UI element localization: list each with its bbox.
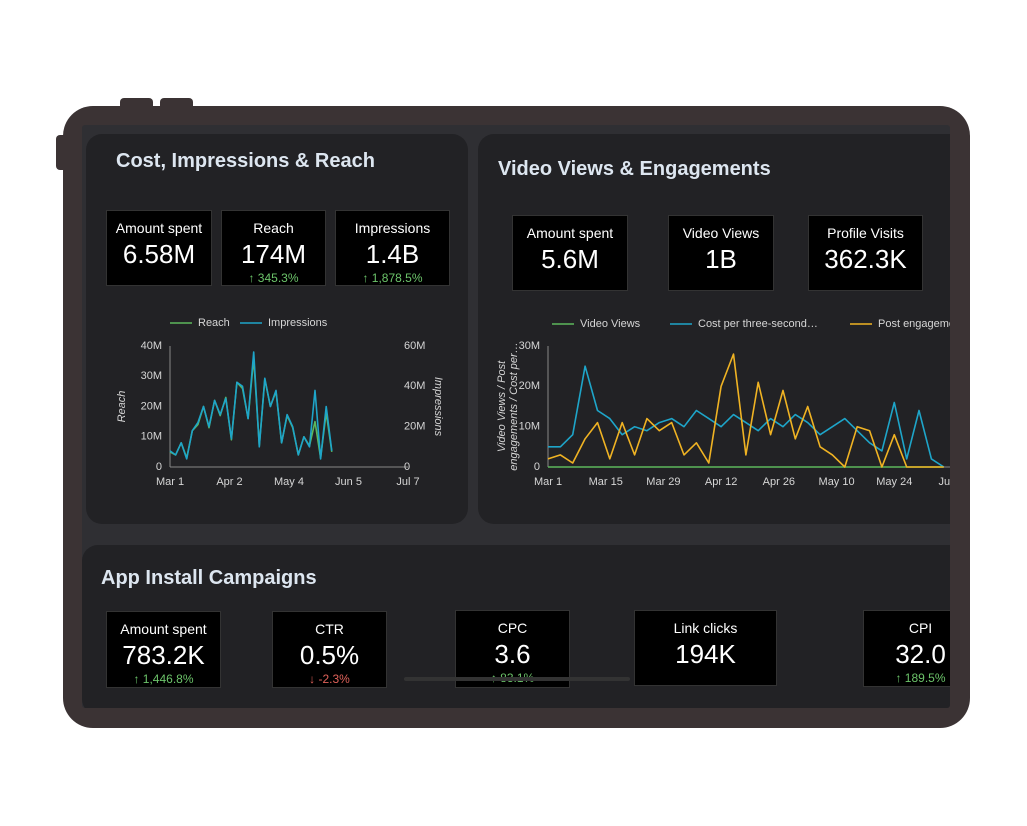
kpi-label: Link clicks — [673, 620, 738, 636]
kpi-value: 0.5% — [299, 640, 360, 670]
kpi-delta: ↓ -2.3% — [309, 672, 350, 686]
legend-label: Impressions — [268, 317, 328, 329]
legend-label: Post engagements — [878, 318, 970, 330]
y-tick-label: 30M — [141, 370, 162, 382]
y-axis-label: engagements / Cost per… — [508, 342, 520, 470]
kpi-value: 783.2K — [122, 640, 205, 670]
legend-label: Cost per three-second… — [698, 318, 818, 330]
panel-title: Cost, Impressions & Reach — [116, 150, 375, 172]
x-tick-label: Apr 26 — [763, 476, 795, 488]
kpi-label: Profile Visits — [827, 225, 904, 241]
kpi-value: 194K — [675, 639, 736, 669]
y-tick-label: 20M — [141, 400, 162, 412]
y-tick-label: 10M — [519, 421, 540, 433]
x-tick-label: May 4 — [274, 476, 304, 488]
series-line — [548, 365, 945, 468]
x-tick-label: Jun 5 — [335, 476, 362, 488]
kpi-label: Amount spent — [526, 225, 614, 241]
x-tick-label: May 10 — [819, 476, 855, 488]
y2-axis-label: Impressions — [432, 377, 444, 437]
x-tick-label: Mar 1 — [534, 476, 562, 488]
kpi-card: Reach 174M ↑ 345.3% — [221, 210, 326, 286]
kpi-label: Impressions — [354, 220, 431, 236]
kpi-card: Link clicks 194K — [634, 610, 777, 686]
y2-tick-label: 60M — [404, 340, 425, 352]
y-tick-label: 10M — [141, 431, 162, 443]
y-axis-label: Reach — [116, 391, 128, 423]
legend-label: Video Views — [580, 318, 641, 330]
kpi-delta: ↑ 345.3% — [248, 271, 299, 285]
home-indicator — [404, 677, 630, 681]
kpi-value: 174M — [240, 239, 307, 269]
kpi-card: Video Views 1B — [668, 215, 774, 291]
y-tick-label: 40M — [141, 340, 162, 352]
kpi-value: 362.3K — [824, 244, 907, 274]
kpi-label: Reach — [253, 220, 294, 236]
y-axis-label: Video Views / Post — [496, 360, 508, 452]
kpi-card: Amount spent 783.2K ↑ 1,446.8% — [106, 611, 221, 688]
kpi-delta: ↑ 1,446.8% — [133, 672, 194, 686]
kpi-card: CTR 0.5% ↓ -2.3% — [272, 611, 387, 688]
x-tick-label: Mar 29 — [646, 476, 680, 488]
kpi-label: CPC — [497, 620, 528, 636]
kpi-value: 5.6M — [541, 244, 599, 274]
kpi-delta: ↑ 1,878.5% — [362, 271, 423, 285]
kpi-label: CPI — [908, 620, 933, 636]
kpi-label: Video Views — [682, 225, 760, 241]
x-tick-label: Apr 2 — [216, 476, 242, 488]
chart: 0 10M 20M 30M 40M 0 20M 40M 60M Mar 1 Apr 2 May 4 Ju… — [116, 317, 444, 488]
series-line — [547, 353, 944, 468]
y-tick-label: 30M — [519, 340, 540, 352]
kpi-label: Amount spent — [120, 621, 207, 637]
y2-tick-label: 20M — [404, 421, 425, 433]
y-tick-label: 0 — [156, 461, 162, 473]
legend-label: Reach — [198, 317, 230, 329]
x-tick-label: May 24 — [876, 476, 912, 488]
kpi-label: CTR — [315, 621, 344, 637]
kpi-delta: ↑ 189.5% — [895, 671, 946, 685]
kpi-value: 6.58M — [122, 239, 196, 269]
y-tick-label: 20M — [519, 380, 540, 392]
kpi-card: CPI 32.0 ↑ 189.5% — [863, 610, 950, 687]
kpi-value: 1B — [705, 244, 737, 274]
y-tick-label: 0 — [534, 461, 540, 473]
kpi-label: Amount spent — [115, 220, 203, 236]
screen: Cost, Impressions & Reach Amount spent 6.5… — [82, 125, 950, 708]
kpi-card: Impressions 1.4B ↑ 1,878.5% — [335, 210, 450, 286]
kpi-value: 32.0 — [895, 639, 946, 669]
x-tick-label: Mar 1 — [156, 476, 184, 488]
kpi-value: 3.6 — [494, 639, 531, 669]
x-tick-label: Jun 7 — [939, 476, 966, 488]
panel-title: App Install Campaigns — [101, 567, 317, 589]
x-tick-label: Mar 15 — [589, 476, 623, 488]
y2-tick-label: 40M — [404, 380, 425, 392]
kpi-card: Amount spent 5.6M — [512, 215, 628, 291]
panel: Video Views & Engagements — [478, 134, 950, 524]
x-tick-label: Apr 12 — [705, 476, 737, 488]
chart: 0 10M 20M 30M Mar 1 Mar 15 Mar 29 Apr 12 Apr 26 M… — [496, 318, 970, 488]
panel-title: Video Views & Engagements — [498, 158, 771, 180]
kpi-value: 1.4B — [365, 239, 420, 269]
panel: Cost, Impressions & Reach — [86, 134, 468, 524]
kpi-card: Amount spent 6.58M — [106, 210, 212, 286]
kpi-card: Profile Visits 362.3K — [808, 215, 923, 291]
x-tick-label: Jul 7 — [396, 476, 419, 488]
series-line — [169, 351, 333, 460]
y2-tick-label: 0 — [404, 461, 410, 473]
